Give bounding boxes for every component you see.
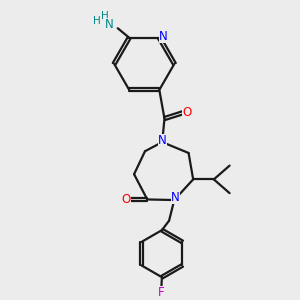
Text: O: O [121,193,130,206]
Text: N: N [158,134,167,147]
Text: N: N [171,191,179,204]
Text: N: N [159,30,168,43]
Text: N: N [105,18,113,31]
Text: O: O [182,106,192,119]
Text: H: H [93,16,101,26]
Text: F: F [158,286,164,299]
Text: H: H [101,11,109,21]
